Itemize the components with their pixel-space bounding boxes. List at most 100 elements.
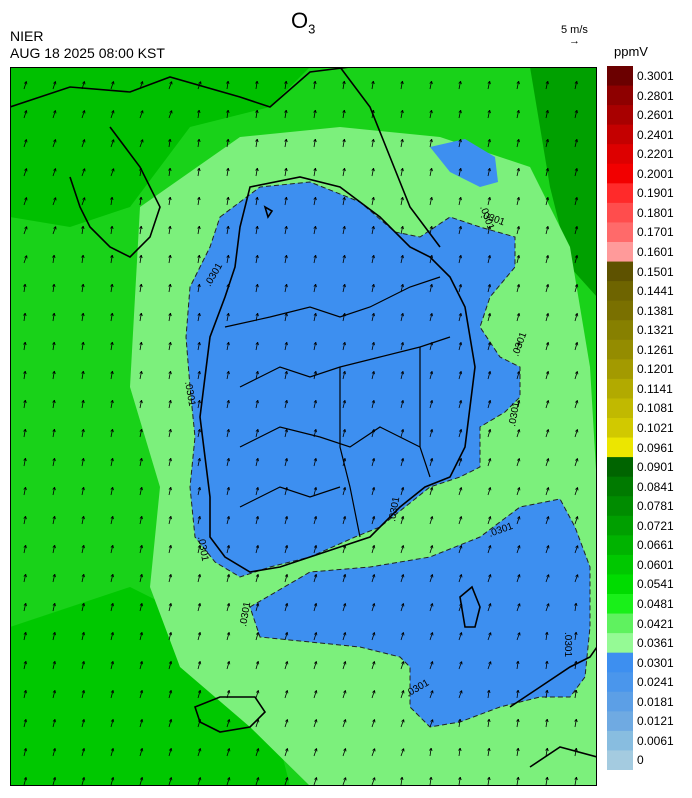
wind-arrowhead-icon: [371, 458, 376, 462]
wind-arrow-icon: [574, 226, 578, 235]
wind-arrow-icon: [313, 487, 317, 496]
wind-arrow-icon: [284, 574, 288, 583]
wind-arrowhead-icon: [400, 776, 404, 781]
wind-arrow-icon: [81, 429, 84, 438]
wind-arrow-icon: [516, 371, 520, 380]
wind-arrow-icon: [429, 168, 433, 177]
wind-arrowhead-icon: [575, 574, 579, 578]
wind-arrow-icon: [52, 661, 56, 670]
wind-arrow-icon: [139, 661, 143, 670]
wind-arrowhead-icon: [458, 80, 462, 85]
wind-arrow-icon: [458, 487, 462, 496]
legend-swatch: [607, 554, 633, 575]
wind-arrowhead-icon: [255, 370, 259, 375]
wind-arrow-icon: [487, 429, 491, 438]
wind-arrowhead-icon: [372, 661, 376, 665]
wind-arrow-icon: [81, 168, 86, 177]
wind-arrow-icon: [226, 371, 230, 380]
legend-label: 0.0481: [637, 597, 674, 611]
wind-arrowhead-icon: [487, 255, 491, 259]
wind-arrowhead-icon: [487, 400, 492, 404]
wind-arrowhead-icon: [458, 284, 462, 288]
wind-arrowhead-icon: [168, 661, 173, 665]
wind-arrow-icon: [429, 110, 432, 119]
wind-arrowhead-icon: [168, 225, 172, 230]
wind-arrow-icon: [284, 226, 287, 235]
wind-arrowhead-icon: [430, 690, 434, 694]
wind-arrowhead-icon: [313, 603, 318, 607]
wind-arrow-icon: [52, 255, 55, 264]
wind-arrow-icon: [371, 516, 375, 525]
wind-arrowhead-icon: [429, 487, 434, 491]
wind-arrow-icon: [168, 371, 171, 380]
wind-arrowhead-icon: [371, 80, 375, 85]
wind-arrowhead-icon: [574, 776, 578, 781]
wind-arrowhead-icon: [430, 545, 434, 549]
province-borders: [224, 276, 451, 538]
wind-arrow-icon: [226, 748, 230, 757]
wind-arrowhead-icon: [168, 574, 172, 578]
wind-arrow-icon: [574, 777, 577, 786]
wind-arrow-icon: [52, 777, 56, 786]
wind-arrowhead-icon: [197, 283, 201, 288]
wind-arrowhead-icon: [516, 660, 520, 665]
wind-arrowhead-icon: [371, 283, 375, 288]
wind-arrowhead-icon: [284, 399, 288, 404]
wind-arrow-icon: [284, 661, 288, 670]
wind-arrowhead-icon: [372, 574, 376, 578]
wind-arrow-icon: [516, 487, 520, 496]
wind-arrow-icon: [574, 690, 577, 699]
wind-arrow-icon: [458, 690, 463, 699]
wind-arrowhead-icon: [516, 167, 520, 172]
wind-arrowhead-icon: [23, 283, 27, 288]
wind-arrow-icon: [110, 284, 113, 293]
wind-arrowhead-icon: [52, 254, 56, 259]
wind-arrowhead-icon: [342, 225, 346, 230]
title-main: O: [291, 8, 309, 33]
wind-arrowhead-icon: [546, 516, 550, 520]
wind-arrowhead-icon: [400, 254, 404, 259]
wind-arrowhead-icon: [516, 718, 520, 723]
wind-arrowhead-icon: [23, 486, 27, 491]
wind-arrowhead-icon: [487, 718, 491, 723]
legend-label: 0.2001: [637, 166, 674, 181]
wind-arrowhead-icon: [23, 631, 27, 636]
wind-arrowhead-icon: [429, 458, 434, 462]
wind-arrowhead-icon: [81, 225, 85, 230]
wind-arrow-icon: [284, 400, 288, 409]
wind-arrow-icon: [313, 458, 317, 467]
wind-arrow-icon: [313, 719, 317, 728]
wind-arrowhead-icon: [197, 486, 201, 491]
wind-arrowhead-icon: [313, 138, 317, 143]
wind-arrow-icon: [139, 313, 142, 322]
wind-arrow-icon: [52, 603, 56, 612]
wind-arrow-icon: [197, 284, 200, 293]
wind-arrowhead-icon: [226, 486, 230, 491]
wind-arrowhead-icon: [255, 167, 259, 172]
wind-arrowhead-icon: [24, 139, 28, 143]
wind-arrowhead-icon: [110, 254, 114, 259]
wind-arrow-icon: [458, 719, 461, 728]
wind-arrow-icon: [197, 429, 201, 438]
wind-arrowhead-icon: [53, 110, 57, 114]
wind-arrow-icon: [23, 313, 26, 322]
wind-arrowhead-icon: [82, 139, 86, 143]
wind-arrowhead-icon: [371, 167, 375, 172]
legend-label: 0.1801: [637, 205, 674, 220]
wind-arrow-icon: [23, 458, 26, 467]
wind-arrowhead-icon: [574, 631, 578, 636]
wind-arrow-icon: [342, 139, 345, 148]
wind-arrow-icon: [197, 226, 200, 235]
wind-arrowhead-icon: [226, 254, 230, 259]
wind-arrow-icon: [226, 139, 229, 148]
wind-arrow-icon: [574, 429, 578, 438]
wind-arrowhead-icon: [516, 138, 520, 143]
wind-arrow-icon: [516, 226, 520, 235]
wind-arrow-icon: [574, 313, 578, 322]
wind-arrowhead-icon: [52, 573, 56, 578]
contour-line-south: [249, 498, 591, 728]
wind-arrowhead-icon: [139, 573, 143, 578]
legend-swatch: [607, 378, 633, 399]
wind-arrow-icon: [23, 400, 26, 409]
wind-arrow-icon: [371, 719, 375, 728]
